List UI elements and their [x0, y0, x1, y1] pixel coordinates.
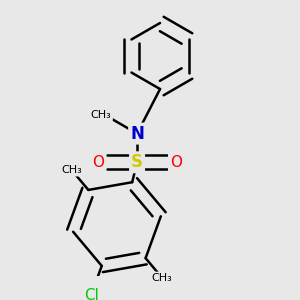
Text: O: O	[170, 155, 182, 170]
Text: CH₃: CH₃	[61, 165, 82, 175]
Text: CH₃: CH₃	[152, 273, 172, 283]
Text: N: N	[130, 124, 144, 142]
Text: Cl: Cl	[85, 288, 99, 300]
Text: O: O	[92, 155, 104, 170]
Text: S: S	[131, 153, 143, 171]
Text: CH₃: CH₃	[91, 110, 112, 120]
